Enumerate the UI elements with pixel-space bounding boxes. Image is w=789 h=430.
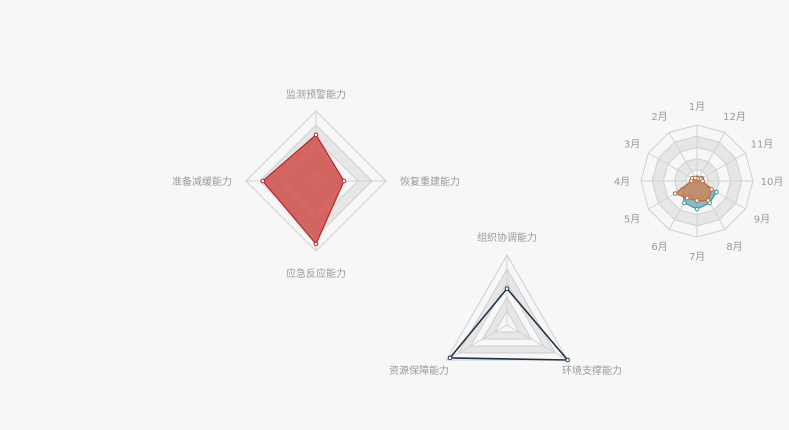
indicator-label: 应急反应能力 (286, 267, 346, 280)
axis-spoke (668, 132, 698, 182)
data-point[interactable] (700, 178, 705, 184)
data-point[interactable] (447, 355, 453, 361)
axis-spoke (696, 132, 726, 182)
data-point[interactable] (260, 178, 266, 184)
series-area-1 (449, 287, 569, 361)
monthly-radar: 1月 12月 11月 10月 9月 8月 7月 6月 5月 4月 3月 2月 (614, 101, 784, 263)
indicator-label: 8月 (726, 241, 742, 253)
indicator-label: 准备减缓能力 (172, 175, 232, 188)
indicator-label: 10月 (761, 176, 784, 188)
indicator-label: 7月 (689, 251, 705, 263)
data-point[interactable] (694, 198, 700, 203)
data-point[interactable] (672, 191, 678, 196)
axis-spoke (648, 152, 698, 182)
data-point[interactable] (694, 206, 700, 212)
indicator-label: 资源保障能力 (389, 364, 449, 377)
indicator-label: 组织协调能力 (477, 231, 537, 244)
indicator-label: 5月 (624, 214, 640, 226)
indicator-label: 1月 (689, 101, 705, 113)
data-point[interactable] (313, 132, 319, 138)
data-point[interactable] (341, 178, 347, 184)
data-point[interactable] (693, 175, 698, 181)
data-point[interactable] (705, 198, 711, 203)
indicator-label: 恢复重建能力 (400, 175, 460, 188)
data-point[interactable] (709, 187, 714, 192)
axis-spoke (506, 324, 568, 361)
indicator-label: 4月 (614, 176, 630, 188)
data-point[interactable] (565, 357, 570, 363)
data-point[interactable] (684, 195, 690, 201)
data-point[interactable] (313, 241, 319, 247)
data-point[interactable] (714, 189, 719, 195)
axis-spoke (696, 152, 746, 182)
indicator-label: 6月 (651, 241, 667, 253)
indicator-label: 12月 (723, 111, 746, 123)
indicator-label: 3月 (624, 139, 640, 151)
data-point[interactable] (504, 286, 510, 291)
axis-spoke (446, 324, 508, 361)
indicator-label: 2月 (651, 111, 667, 123)
indicator-label: 9月 (754, 214, 770, 226)
indicator-label: 环境支撑能力 (562, 364, 622, 377)
indicator-label: 监测预警能力 (286, 88, 346, 101)
indicator-label: 11月 (751, 139, 774, 151)
data-point[interactable] (682, 200, 687, 206)
